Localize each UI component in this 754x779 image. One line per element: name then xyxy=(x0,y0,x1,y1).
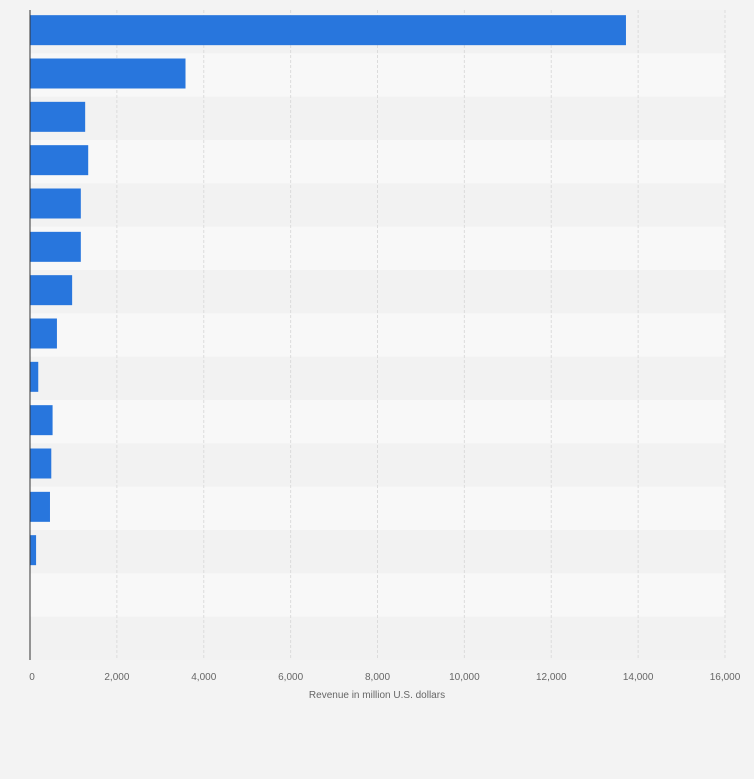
x-tick-label: 6,000 xyxy=(278,672,303,683)
bar[interactable] xyxy=(30,188,81,219)
bar[interactable] xyxy=(30,101,86,132)
bar[interactable] xyxy=(30,361,39,392)
bar[interactable] xyxy=(30,448,52,479)
x-tick-label: 16,000 xyxy=(710,672,741,683)
x-tick-label: 10,000 xyxy=(449,672,480,683)
bar[interactable] xyxy=(30,318,57,349)
bar[interactable] xyxy=(30,491,50,522)
x-tick-label: 0 xyxy=(29,672,35,683)
x-tick-label: 4,000 xyxy=(191,672,216,683)
x-tick-label: 14,000 xyxy=(623,672,654,683)
x-axis-title: Revenue in million U.S. dollars xyxy=(309,690,445,701)
bar[interactable] xyxy=(30,405,53,436)
row-band xyxy=(30,486,725,530)
row-band xyxy=(30,356,725,400)
gridlines xyxy=(116,10,726,660)
bar[interactable] xyxy=(30,145,89,176)
row-band xyxy=(30,96,725,140)
x-axis-tick-labels: 0 2,000 4,000 6,000 8,000 10,000 12,000 14,000 1… xyxy=(29,672,741,683)
bars xyxy=(30,15,626,566)
bar[interactable] xyxy=(30,231,81,262)
x-tick-label: 2,000 xyxy=(104,672,129,683)
x-tick-label: 12,000 xyxy=(536,672,567,683)
bar[interactable] xyxy=(30,15,626,46)
row-band xyxy=(30,616,725,660)
bar[interactable] xyxy=(30,275,73,306)
bar[interactable] xyxy=(30,58,186,89)
bar[interactable] xyxy=(30,535,37,566)
row-band xyxy=(30,226,725,270)
x-tick-label: 8,000 xyxy=(365,672,390,683)
